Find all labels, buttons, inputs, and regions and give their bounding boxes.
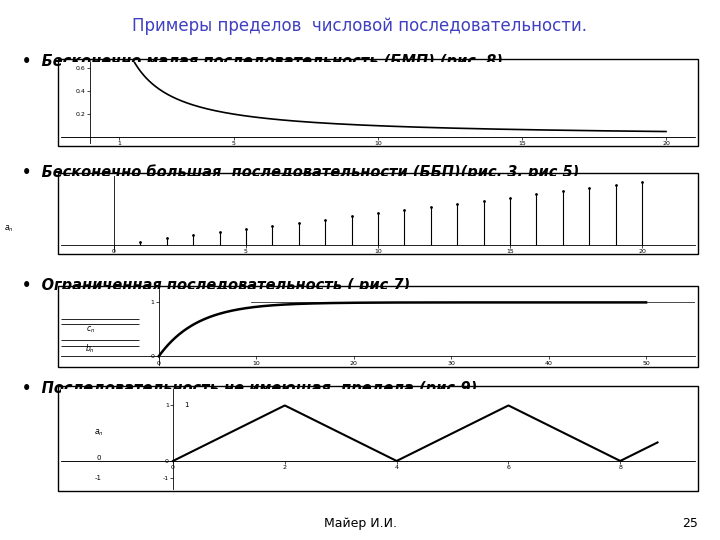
Bar	[58, 59, 698, 146]
Text: 25: 25	[683, 517, 698, 530]
Text: Майер И.И.: Майер И.И.	[323, 517, 397, 530]
Text: •  Ограниченная последовательность ( рис 7): • Ограниченная последовательность ( рис …	[22, 278, 410, 293]
Text: $b_n$: $b_n$	[86, 342, 95, 355]
Text: $c_n$: $c_n$	[86, 324, 95, 335]
Text: •  Последовательность не имеющая  предела (рис.9): • Последовательность не имеющая предела …	[22, 381, 477, 396]
Text: $a_n$: $a_n$	[4, 224, 13, 234]
Bar	[58, 386, 698, 491]
Text: -1: -1	[95, 475, 102, 481]
Bar	[58, 173, 698, 254]
Text: $a_n$: $a_n$	[94, 428, 104, 438]
Bar	[58, 286, 698, 367]
Text: •  Бесконечно малая последовательность (БМП) (рис  8): • Бесконечно малая последовательность (Б…	[22, 54, 503, 69]
Text: Примеры пределов  числовой последовательности.: Примеры пределов числовой последовательн…	[132, 17, 588, 35]
Text: 0: 0	[96, 455, 101, 461]
Text: 1: 1	[184, 402, 189, 408]
Text: •  Бесконечно большая  последовательности (ББП)(рис. 3, рис 5): • Бесконечно большая последовательности …	[22, 165, 579, 180]
